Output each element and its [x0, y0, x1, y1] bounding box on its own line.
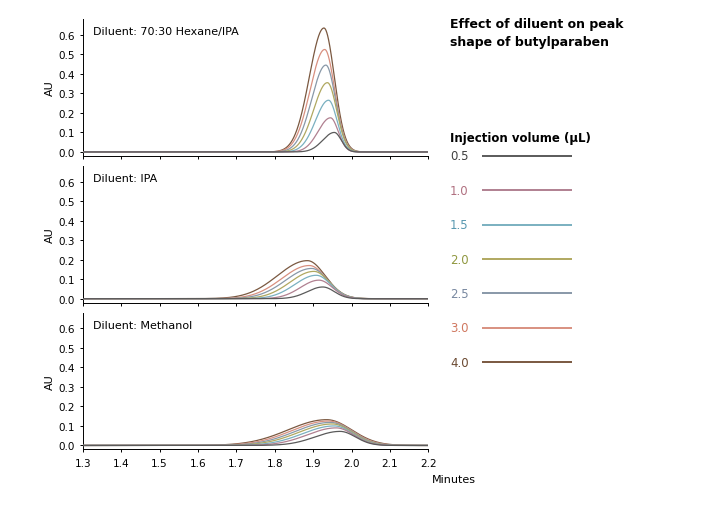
Text: 1.0: 1.0	[450, 184, 469, 197]
Text: 1.5: 1.5	[450, 219, 469, 232]
Text: 2.5: 2.5	[450, 287, 469, 300]
Text: Diluent: IPA: Diluent: IPA	[93, 174, 158, 183]
Text: 4.0: 4.0	[450, 356, 469, 369]
Text: 3.0: 3.0	[450, 322, 469, 335]
Text: 2.0: 2.0	[450, 253, 469, 266]
Y-axis label: AU: AU	[45, 373, 55, 389]
Y-axis label: AU: AU	[45, 227, 55, 243]
Text: 0.5: 0.5	[450, 150, 469, 163]
Y-axis label: AU: AU	[45, 80, 55, 96]
Text: Minutes: Minutes	[432, 474, 476, 484]
Text: Injection volume (μL): Injection volume (μL)	[450, 131, 591, 144]
Text: Diluent: Methanol: Diluent: Methanol	[93, 320, 192, 330]
Text: Diluent: 70:30 Hexane/IPA: Diluent: 70:30 Hexane/IPA	[93, 27, 239, 37]
Text: Effect of diluent on peak
shape of butylparaben: Effect of diluent on peak shape of butyl…	[450, 18, 624, 48]
